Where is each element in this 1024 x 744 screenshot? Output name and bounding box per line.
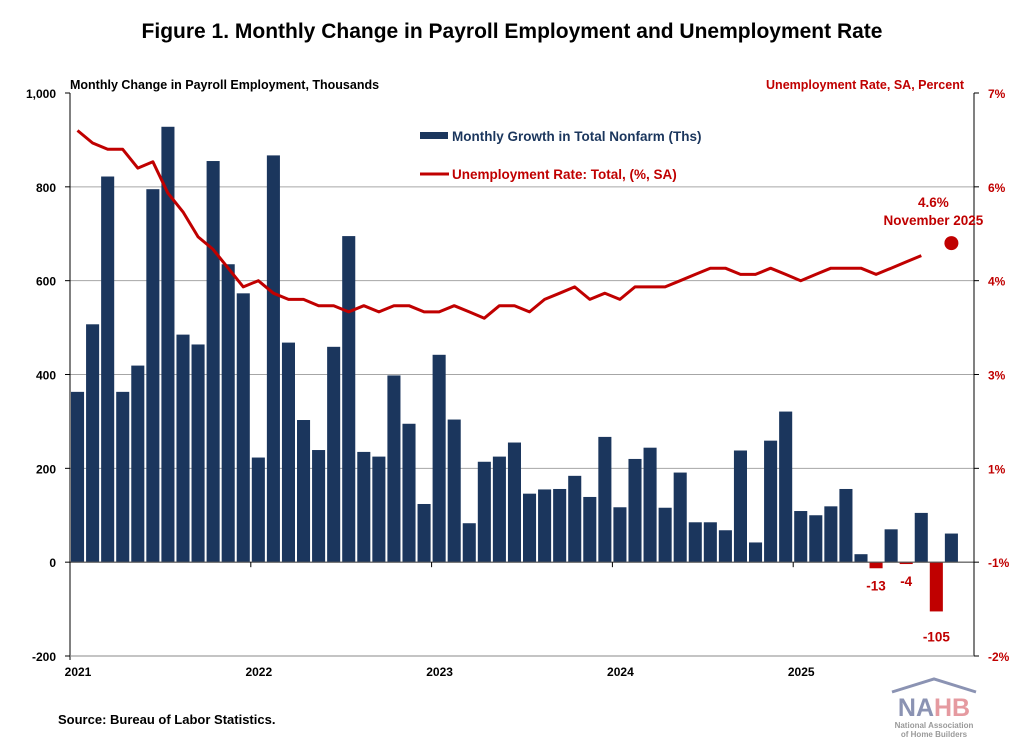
unemployment-line	[76, 129, 922, 320]
data-label: 4.6%	[918, 195, 949, 210]
y-left-tick-label: 200	[36, 462, 56, 476]
data-label: -13	[866, 578, 886, 593]
bar	[733, 450, 747, 563]
bar	[583, 496, 597, 563]
bar	[854, 554, 868, 563]
y-right-tick-label: 4%	[988, 275, 1006, 289]
bar	[161, 126, 175, 563]
bar	[658, 507, 672, 563]
bar	[764, 440, 778, 563]
bar	[357, 451, 371, 563]
bar	[613, 507, 627, 563]
bar	[372, 456, 386, 563]
bar	[507, 442, 521, 563]
logo-roof	[891, 677, 977, 694]
y-right-axis-title: Unemployment Rate, SA, Percent	[766, 78, 965, 92]
bar	[206, 161, 220, 563]
bar	[553, 488, 567, 563]
bar	[131, 365, 145, 563]
bar	[568, 475, 582, 563]
y-right-tick-label: -2%	[988, 650, 1010, 664]
legend-swatch-bars	[420, 132, 448, 139]
x-tick-label: 2022	[245, 665, 272, 679]
bar	[884, 529, 898, 563]
bar	[342, 236, 356, 563]
y-left-axis-title: Monthly Change in Payroll Employment, Th…	[70, 78, 379, 92]
legend-label-bars: Monthly Growth in Total Nonfarm (Ths)	[452, 129, 701, 144]
bar	[538, 489, 552, 563]
y-right-tick-label: 3%	[988, 369, 1006, 383]
bar	[598, 436, 612, 563]
svg-text:National Association: National Association	[895, 721, 974, 730]
bar	[312, 450, 326, 563]
bar	[899, 562, 913, 565]
bar	[71, 391, 85, 563]
bar	[929, 562, 943, 612]
chart-title: Figure 1. Monthly Change in Payroll Empl…	[141, 20, 883, 43]
bar	[462, 523, 476, 563]
data-label: November 2025	[883, 213, 983, 228]
bar	[402, 423, 416, 563]
bar	[236, 293, 250, 563]
bar	[146, 189, 160, 563]
unemployment-latest-point	[944, 236, 959, 251]
bar	[432, 354, 446, 563]
y-left-tick-label: 1,000	[26, 87, 56, 101]
y-right-tick-label: -1%	[988, 556, 1010, 570]
bar	[824, 506, 838, 563]
y-left-tick-label: 0	[49, 556, 56, 570]
bar	[327, 346, 341, 563]
bar	[718, 530, 732, 563]
legend-label-line: Unemployment Rate: Total, (%, SA)	[452, 167, 677, 182]
bar	[116, 391, 130, 563]
logo-letters: NAHB	[898, 694, 970, 722]
y-left-tick-label: -200	[32, 650, 56, 664]
bar	[914, 512, 928, 563]
bar	[839, 488, 853, 563]
bar	[477, 461, 491, 563]
bar	[191, 344, 205, 563]
bar	[447, 419, 461, 563]
bar	[387, 375, 401, 563]
bar	[417, 503, 431, 563]
svg-text:of Home Builders: of Home Builders	[901, 730, 968, 739]
x-tick-label: 2024	[607, 665, 634, 679]
y-left-tick-label: 600	[36, 275, 56, 289]
bar	[523, 493, 537, 563]
bar	[749, 542, 763, 563]
y-right-tick-label: 1%	[988, 462, 1006, 476]
bar	[643, 447, 657, 563]
bar	[944, 533, 958, 563]
bar	[809, 515, 823, 563]
bar	[794, 511, 808, 563]
bar	[251, 457, 265, 563]
bar	[86, 324, 100, 563]
source-note: Source: Bureau of Labor Statistics.	[58, 712, 276, 727]
data-label: -4	[900, 574, 912, 589]
y-left-tick-label: 800	[36, 181, 56, 195]
bar	[266, 155, 280, 563]
y-right-tick-label: 6%	[988, 181, 1006, 195]
bar	[869, 562, 883, 569]
bar	[492, 456, 506, 563]
y-right-tick-label: 7%	[988, 87, 1006, 101]
data-label: -105	[923, 629, 951, 644]
bar	[703, 522, 717, 563]
bar	[688, 522, 702, 563]
bar	[628, 458, 642, 563]
x-tick-label: 2025	[788, 665, 815, 679]
bar	[779, 411, 793, 563]
bar	[281, 342, 295, 563]
x-tick-label: 2023	[426, 665, 453, 679]
nahb-logo: NAHB National Association of Home Builde…	[891, 677, 977, 739]
bar	[297, 420, 311, 563]
bar	[221, 264, 235, 563]
bar	[101, 176, 115, 563]
x-tick-label: 2021	[65, 665, 92, 679]
bar	[176, 334, 190, 563]
bar	[673, 472, 687, 563]
y-left-tick-label: 400	[36, 369, 56, 383]
